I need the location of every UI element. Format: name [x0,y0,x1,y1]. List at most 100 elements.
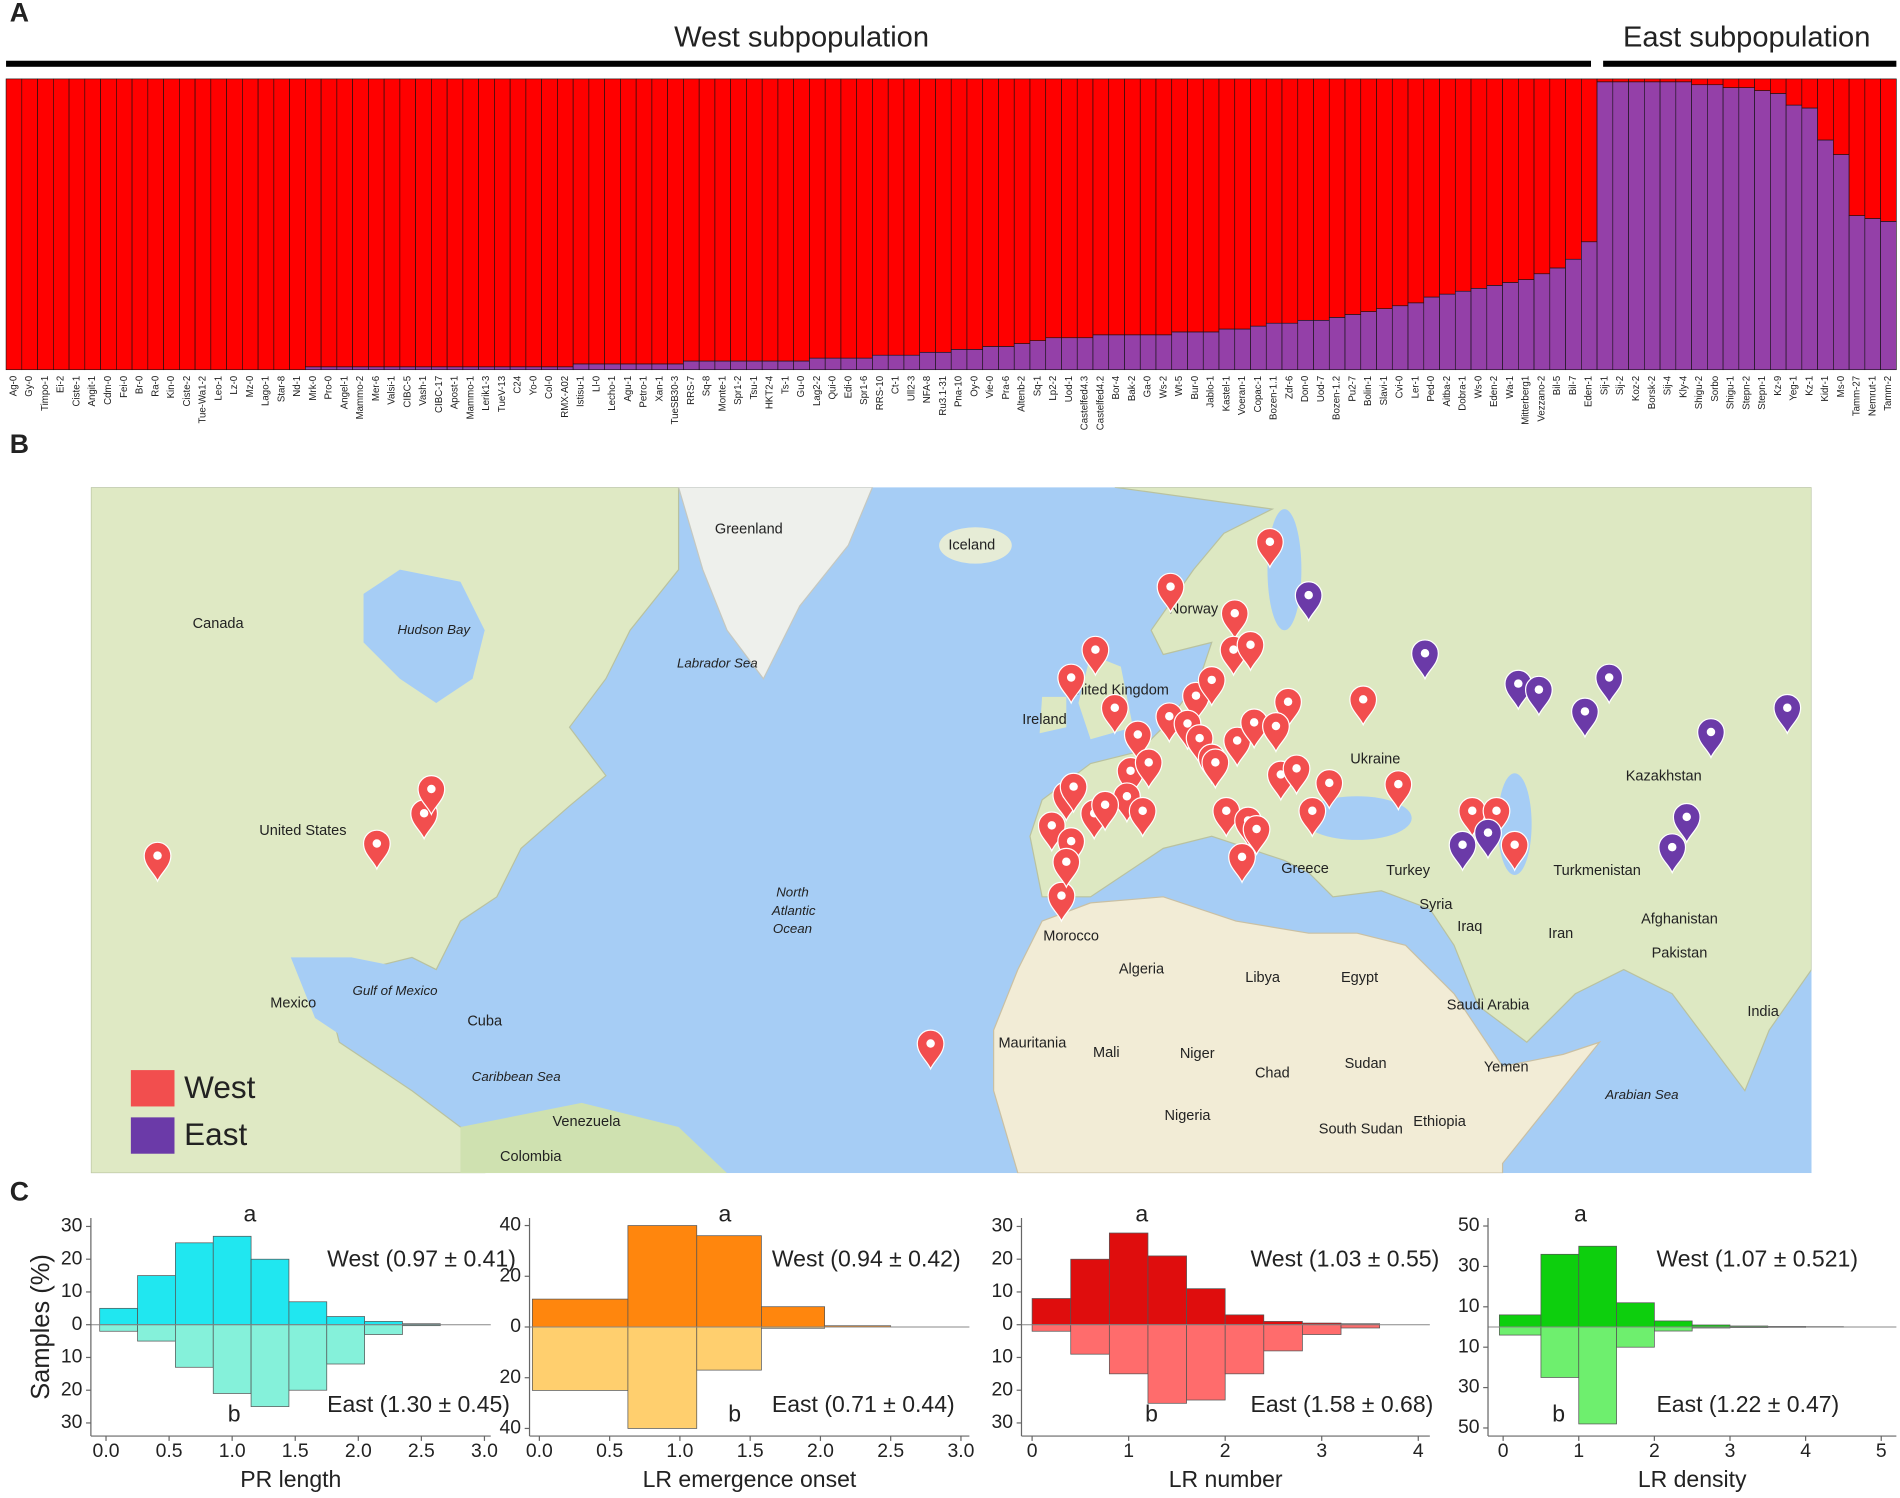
histogram-bar [761,1306,826,1328]
map-pin [1524,675,1553,717]
map-label: Afghanistan [1641,912,1718,928]
structure-bar [1612,81,1629,371]
structure-bar [1092,78,1110,336]
pin-dot [1483,828,1493,837]
pin-dot [1166,582,1175,591]
y-tick-label: 10 [61,1346,83,1368]
map-label: Yemen [1484,1060,1529,1076]
pin-dot [926,1039,935,1048]
structure-bar [919,351,936,371]
y-tick-label: 20 [61,1247,83,1269]
map-pin [1123,720,1152,762]
histogram-bar [364,1324,403,1335]
x-tick-label: Ru3.1-31 [938,376,949,416]
panel-letter: C [10,1177,29,1207]
map-label: Arabian Sea [1604,1087,1678,1102]
annotation: b [1145,1401,1158,1427]
structure-bar [1502,282,1519,371]
annotation: b [728,1401,741,1427]
pin-dot [1165,712,1174,721]
map-pin [1100,693,1129,735]
structure-bar [1864,218,1881,371]
x-tick-label: Ms-0 [1836,375,1847,397]
map-pin [1173,709,1202,751]
panel-letter: B [10,429,29,459]
map-pin [1228,842,1256,884]
structure-bar [1549,78,1566,269]
x-tick-label: Tamm-2 [1883,376,1894,411]
structure-bar [1171,78,1188,333]
structure-bar [478,78,495,368]
structure-bar [1124,78,1141,336]
structure-bar [37,78,54,371]
structure-bar [1234,78,1251,330]
annotation: East (1.30 ± 0.45) [327,1391,510,1417]
pin-dot [1604,673,1614,682]
map-label: Hudson Bay [398,622,472,637]
structure-bar [336,366,353,371]
x-tick-label: Pra-6 [1001,376,1012,400]
x-tick-label: 1.0 [666,1440,693,1462]
pin-body [1047,881,1076,923]
structure-bar [1313,319,1330,371]
structure-bar [683,360,700,371]
pin-dot [1580,707,1590,716]
map-label: Ocean [773,921,812,936]
histogram-bar [1224,1314,1265,1326]
structure-bar [887,78,905,356]
x-tick-label: Ler-1 [1410,376,1421,399]
structure-bar [1864,78,1881,219]
x-tick-label: Nemrut-1 [1867,376,1878,416]
map-label: Canada [193,616,245,632]
histogram-bar [99,1324,138,1332]
pin-dot [1783,703,1792,713]
structure-bar [1344,314,1362,371]
pin-body [916,1029,945,1071]
x-tick-label: 3.0 [947,1440,974,1462]
x-tick-label: Bozen-1.2 [1332,376,1343,420]
y-tick-label: 30 [1458,1376,1480,1398]
x-tick-label: Zdr-6 [1284,376,1295,399]
x-tick-label: Uod-1 [1064,376,1075,402]
annotation: West (1.07 ± 0.521) [1656,1245,1858,1271]
x-tick-label: Yo-0 [528,375,539,395]
pin-dot [1325,778,1334,788]
structure-bar [100,78,117,371]
y-tick-label: 10 [1458,1295,1480,1317]
pin-dot [1706,727,1716,737]
structure-bar [147,78,164,371]
structure-bar [1407,78,1425,304]
structure-bar [1518,279,1535,371]
histogram-bar [137,1275,176,1326]
histogram-bar [175,1324,214,1368]
x-tick-label: Nd-1 [292,376,303,397]
map-label: Colombia [500,1149,562,1165]
x-tick-label: CIBC-17 [434,376,445,413]
structure-bar [1108,78,1125,336]
y-tick-label: 30 [61,1411,83,1433]
structure-bar [1880,221,1897,371]
x-tick-label: Ped-0 [1426,375,1437,401]
x-tick-label: 0.5 [596,1440,623,1462]
x-tick-label: Lago-1 [261,376,272,406]
x-tick-label: Lz-0 [229,375,240,394]
structure-bar [21,78,38,371]
structure-bar [163,78,180,371]
x-tick-label: Borsk-2 [1647,376,1658,409]
y-tick-label: 0 [72,1313,83,1335]
structure-bar [383,366,401,371]
structure-bar [572,78,590,365]
x-tick-label: Mer-6 [371,376,382,401]
annotation: b [1552,1401,1565,1427]
pin-body [1349,685,1378,727]
structure-bar [478,366,495,371]
structure-bar [1581,241,1598,371]
map-pin [1448,830,1477,872]
structure-bar [761,78,779,362]
x-tick-label: Spr1-2 [733,376,744,405]
pin-dot [1667,842,1677,852]
structure-bar [1139,334,1157,371]
x-tick-label: Altenb-2 [1017,376,1028,412]
structure-bar [1013,343,1031,371]
